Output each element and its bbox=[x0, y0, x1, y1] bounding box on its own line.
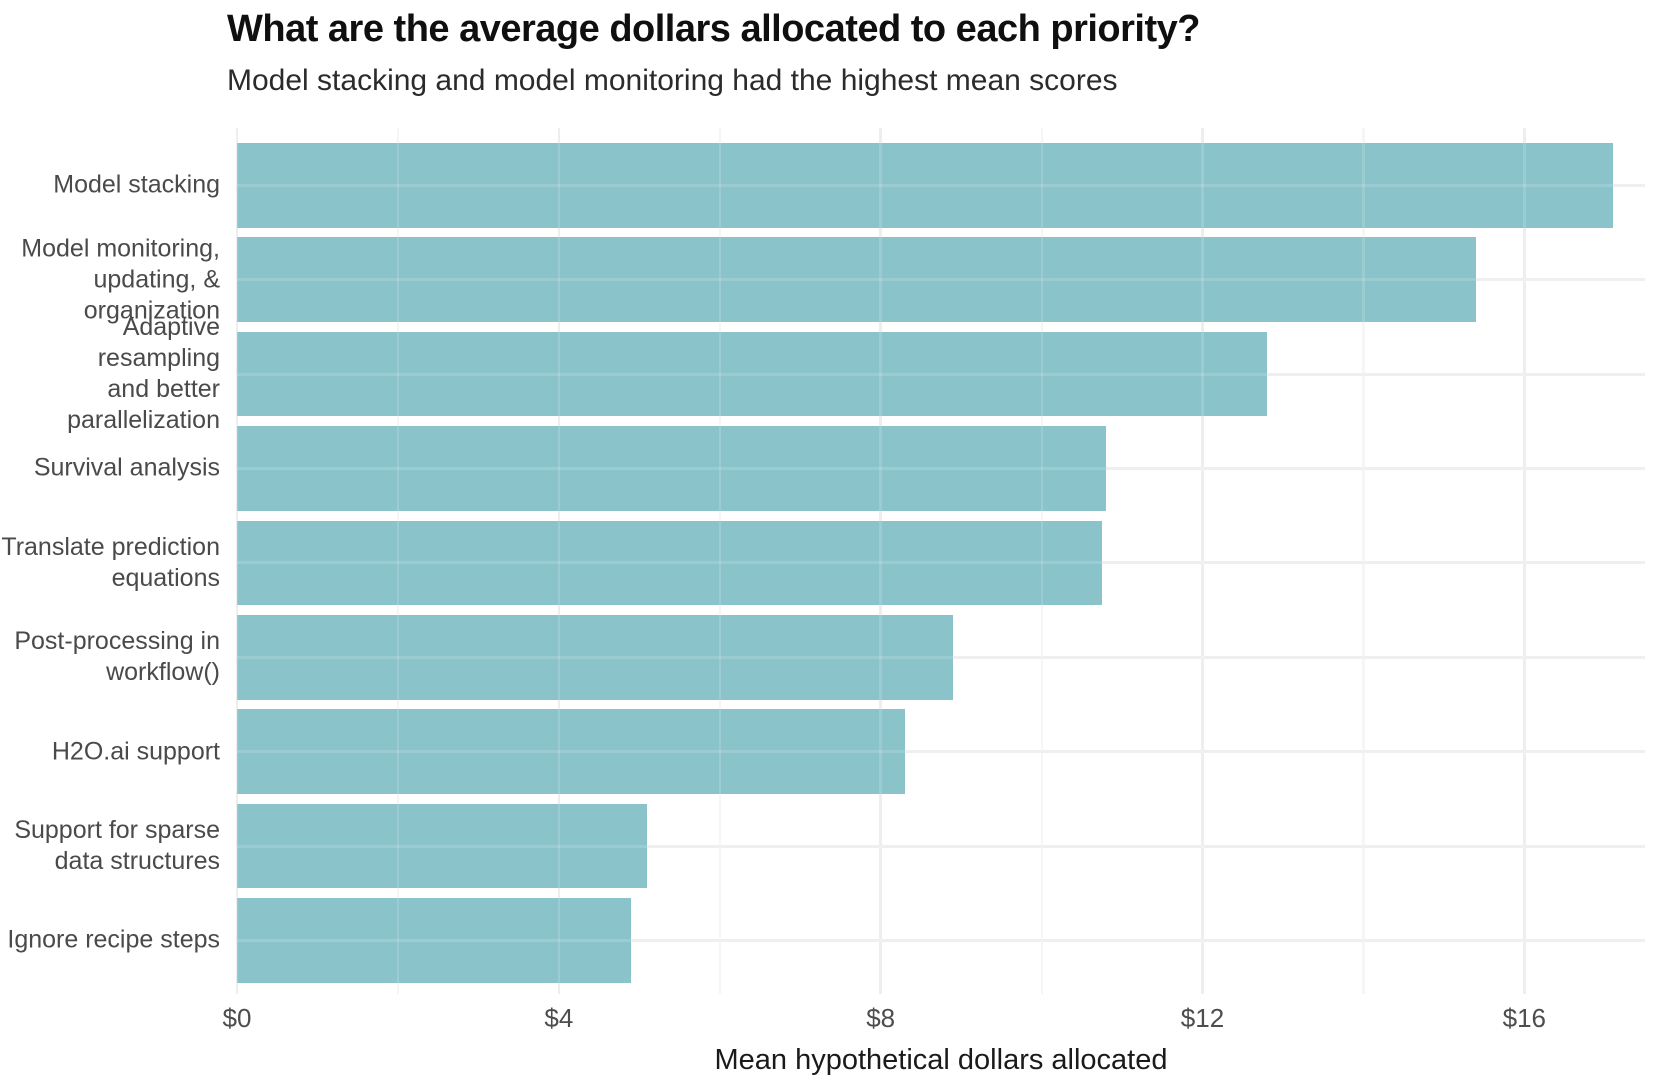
chart-subtitle: Model stacking and model monitoring had … bbox=[227, 64, 1118, 97]
x-axis-title: Mean hypothetical dollars allocated bbox=[714, 1044, 1168, 1076]
gridline-vertical-major-overlay bbox=[879, 128, 883, 994]
bar bbox=[237, 143, 1613, 228]
gridline-vertical-minor-overlay bbox=[396, 128, 400, 994]
y-axis-label: Model monitoring, updating, & organizati… bbox=[21, 234, 220, 325]
y-axis-label: Ignore recipe steps bbox=[7, 925, 220, 954]
bar bbox=[237, 803, 648, 889]
gridline-horizontal-major bbox=[237, 844, 1645, 848]
y-axis-label: Survival analysis bbox=[33, 453, 220, 482]
x-axis-tick-label: $8 bbox=[866, 1003, 896, 1033]
bar bbox=[237, 520, 1102, 606]
gridline-horizontal-major-overlay bbox=[237, 466, 1645, 470]
gridline-horizontal-major-overlay bbox=[237, 183, 1645, 187]
bar bbox=[237, 237, 1477, 322]
gridline-vertical-minor bbox=[1362, 128, 1365, 994]
gridline-horizontal-major-overlay bbox=[237, 938, 1645, 942]
gridline-vertical-minor-overlay bbox=[718, 128, 722, 994]
bar bbox=[237, 615, 954, 700]
gridline-vertical-major-overlay bbox=[557, 128, 561, 994]
gridline-horizontal-major-overlay bbox=[237, 655, 1645, 659]
chart-title: What are the average dollars allocated t… bbox=[227, 8, 1200, 50]
y-axis-label: Model stacking bbox=[53, 170, 220, 199]
gridline-vertical-major bbox=[1523, 128, 1526, 994]
gridline-horizontal-major-overlay bbox=[237, 844, 1645, 848]
y-axis-label: Adaptive resampling and better paralleli… bbox=[67, 313, 220, 435]
gridline-horizontal-major-overlay bbox=[237, 750, 1645, 754]
gridline-horizontal-major-overlay bbox=[237, 278, 1645, 282]
bar bbox=[237, 331, 1267, 417]
bar bbox=[237, 709, 905, 794]
x-axis-tick-label: $4 bbox=[544, 1003, 574, 1033]
x-axis-tick-label: $16 bbox=[1502, 1003, 1547, 1033]
gridline-horizontal-major-overlay bbox=[237, 372, 1645, 376]
gridline-horizontal-major bbox=[237, 750, 1645, 754]
x-axis-tick-label: $0 bbox=[222, 1003, 252, 1033]
gridline-vertical-minor-overlay bbox=[1362, 128, 1365, 994]
bar bbox=[237, 898, 632, 983]
y-axis-label: H2O.ai support bbox=[51, 737, 220, 766]
y-axis-label: Post-processing in workflow() bbox=[14, 627, 220, 687]
y-axis-label: Support for sparse data structures bbox=[14, 816, 220, 876]
gridline-vertical-major-overlay bbox=[235, 128, 239, 994]
x-axis-tick-label: $12 bbox=[1180, 1003, 1225, 1033]
gridline-vertical-major bbox=[1201, 128, 1204, 994]
gridline-vertical-minor-overlay bbox=[1040, 128, 1043, 994]
bar bbox=[237, 426, 1106, 511]
gridline-vertical-major-overlay bbox=[1201, 128, 1204, 994]
gridline-vertical-major-overlay bbox=[1523, 128, 1526, 994]
y-axis-label: Translate prediction equations bbox=[1, 532, 220, 592]
gridline-horizontal-major-overlay bbox=[237, 561, 1645, 565]
gridline-horizontal-major bbox=[237, 938, 1645, 942]
